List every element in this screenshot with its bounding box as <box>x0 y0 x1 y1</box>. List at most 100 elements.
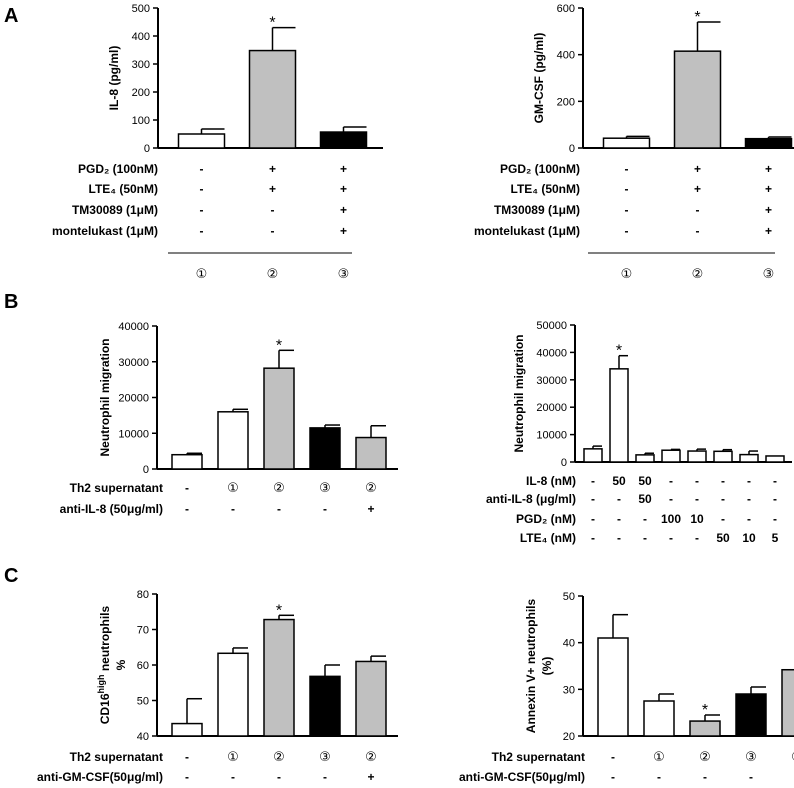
a2-cell-0-2: + <box>765 162 772 176</box>
a2-ytick-label-3: 600 <box>557 3 575 15</box>
b2-ylabel: Neutrophil migration <box>512 335 526 453</box>
a1-cell-3-2: + <box>340 224 347 238</box>
b2-row-label-3: LTE₄ (nM) <box>520 531 576 545</box>
b2-row-label-1: anti-IL-8 (μg/ml) <box>486 492 576 506</box>
c1-bar-1 <box>217 652 249 737</box>
b2-cell-1-4: - <box>695 492 699 506</box>
b1-cell-0-0: - <box>185 481 189 495</box>
a2-bar-0 <box>602 137 651 149</box>
a1-ytick-label-4: 400 <box>132 31 150 43</box>
a1-group-label-2: ③ <box>338 266 350 281</box>
b2-cell-1-0: - <box>591 492 595 506</box>
c1-cell-0-0: - <box>185 750 189 764</box>
b2-bar-1 <box>609 368 629 463</box>
b2-ytick-label-0: 0 <box>561 457 567 469</box>
a1-bar-1 <box>248 49 297 149</box>
b1-cell-1-3: - <box>323 502 327 516</box>
a1-cell-3-1: - <box>271 224 275 238</box>
b2-cell-0-3: - <box>669 474 673 488</box>
a1-group-label-1: ② <box>267 266 279 281</box>
b2-cell-2-0: - <box>591 512 595 526</box>
c2-cell-1-3: - <box>749 770 753 784</box>
c2-bar-1 <box>643 700 675 737</box>
c1-bar-4 <box>355 660 387 737</box>
b2-cell-2-5: - <box>721 512 725 526</box>
c1-ytick-label-1: 50 <box>137 696 149 708</box>
b2-row-label-0: IL-8 (nM) <box>526 474 576 488</box>
c1-ytick-label-2: 60 <box>137 660 149 672</box>
a1-row-label-0: PGD₂ (100nM) <box>78 162 158 176</box>
c1-ylabel: CD16high neutrophils <box>96 606 112 725</box>
c1-cell-0-4: ② <box>365 749 377 764</box>
b1-bar-0 <box>171 453 203 470</box>
c2-row-label-1: anti-GM-CSF(50μg/ml) <box>459 770 585 784</box>
a1-cell-1-2: + <box>340 182 347 196</box>
c1-cell-0-1: ① <box>227 749 239 764</box>
a1-cell-0-1: + <box>269 162 276 176</box>
a2-cell-0-1: + <box>694 162 701 176</box>
b2-cell-3-2: - <box>643 531 647 545</box>
b2-ytick-label-1: 10000 <box>536 430 567 442</box>
panel-label-b: B <box>4 291 18 313</box>
b2-bar-0 <box>583 448 603 463</box>
c2-cell-0-3: ③ <box>745 749 757 764</box>
b1-bar-3 <box>309 427 341 470</box>
c2-ytick-label-3: 50 <box>563 591 575 603</box>
c2-cell-1-1: - <box>657 770 661 784</box>
a1-ytick-label-1: 100 <box>132 115 150 127</box>
c2-cell-1-0: - <box>611 770 615 784</box>
b1-ytick-label-4: 40000 <box>118 321 149 333</box>
c2-ytick-label-1: 30 <box>563 684 575 696</box>
b2-cell-0-1: 50 <box>612 474 626 488</box>
b2-cell-3-1: - <box>617 531 621 545</box>
b2-bar-6 <box>739 453 759 463</box>
a2-ytick-label-2: 400 <box>557 50 575 62</box>
c2-bar-0 <box>597 637 629 737</box>
b2-bar-5 <box>713 450 733 463</box>
c1-ytick-label-3: 70 <box>137 625 149 637</box>
a2-row-label-2: TM30089 (1μM) <box>494 203 580 217</box>
b1-cell-1-2: - <box>277 502 281 516</box>
a1-cell-0-2: + <box>340 162 347 176</box>
c1-bar-2 <box>263 618 295 737</box>
b1-cell-0-4: ② <box>365 480 377 495</box>
a2-cell-1-1: + <box>694 182 701 196</box>
b1-bar-1 <box>217 411 249 470</box>
a1-cell-1-1: + <box>269 182 276 196</box>
c1-cell-0-2: ② <box>273 749 285 764</box>
a2-cell-3-0: - <box>625 224 629 238</box>
c2-cell-0-0: - <box>611 750 615 764</box>
c2-cell-0-1: ① <box>653 749 665 764</box>
b2-cell-0-4: - <box>695 474 699 488</box>
c1-cell-1-3: - <box>323 770 327 784</box>
b2-cell-2-6: - <box>747 512 751 526</box>
b2-cell-0-5: - <box>721 474 725 488</box>
b2-cell-1-1: - <box>617 492 621 506</box>
a2-group-label-2: ③ <box>763 266 775 281</box>
a1-row-label-1: LTE₄ (50nM) <box>89 182 159 196</box>
b2-cell-1-2: 50 <box>638 492 652 506</box>
c1-ytick-label-4: 80 <box>137 589 149 601</box>
a2-sig-1: * <box>694 9 700 26</box>
a1-cell-0-0: - <box>200 162 204 176</box>
c1-row-label-1: anti-GM-CSF(50μg/ml) <box>37 770 163 784</box>
a1-ytick-label-0: 0 <box>144 143 150 155</box>
a2-cell-1-0: - <box>625 182 629 196</box>
c1-bar-0 <box>171 722 203 737</box>
c2-cell-0-4: ② <box>791 749 794 764</box>
a2-group-label-0: ① <box>621 266 633 281</box>
c2-bar-2 <box>689 720 721 737</box>
b1-row-label-1: anti-IL-8 (50μg/ml) <box>60 502 163 516</box>
b1-ytick-label-3: 30000 <box>118 357 149 369</box>
c2-sig-2: * <box>702 702 708 719</box>
b2-cell-2-3: 100 <box>661 512 681 526</box>
b2-ytick-label-2: 20000 <box>536 402 567 414</box>
a2-row-label-3: montelukast (1μM) <box>474 224 580 238</box>
a1-ytick-label-2: 200 <box>132 87 150 99</box>
a1-row-label-3: montelukast (1μM) <box>52 224 158 238</box>
b2-bar-2 <box>635 454 655 463</box>
a1-ytick-label-5: 500 <box>132 3 150 15</box>
a2-ytick-label-1: 200 <box>557 96 575 108</box>
b2-cell-2-1: - <box>617 512 621 526</box>
